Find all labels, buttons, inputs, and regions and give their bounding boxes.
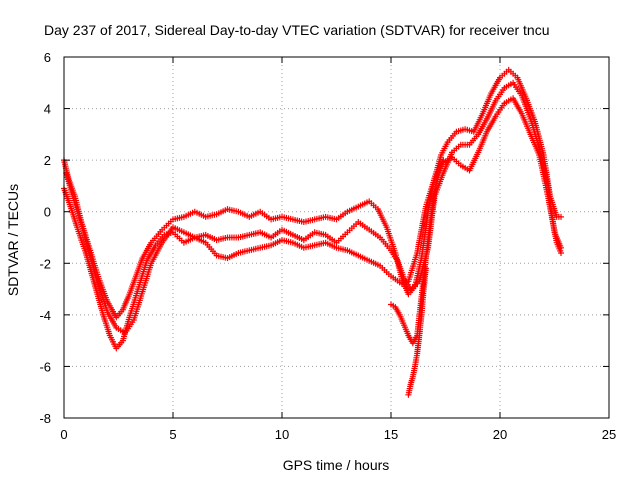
y-tick-label: -4 — [39, 308, 51, 323]
y-axis-label: SDTVAR / TECUs — [5, 184, 21, 296]
y-tick-label: 6 — [44, 50, 51, 65]
y-tick-label: 4 — [44, 102, 51, 117]
axis-ticks: 0 5 10 15 20 25 -8 -6 -4 -2 0 2 4 6 — [39, 50, 616, 442]
grid — [64, 57, 609, 418]
chart-title: Day 237 of 2017, Sidereal Day-to-day VTE… — [44, 22, 550, 38]
x-tick-label: 10 — [275, 427, 289, 442]
data-point-track-d — [440, 157, 447, 164]
y-tick-label: -2 — [39, 256, 51, 271]
x-tick-label: 0 — [60, 427, 67, 442]
y-tick-label: 2 — [44, 153, 51, 168]
data-point-track-a — [558, 213, 564, 220]
x-tick-label: 5 — [169, 427, 176, 442]
x-axis-label: GPS time / hours — [283, 457, 390, 473]
y-tick-label: 0 — [44, 205, 51, 220]
y-tick-label: -6 — [39, 359, 51, 374]
x-tick-label: 20 — [493, 427, 507, 442]
x-tick-label: 15 — [384, 427, 398, 442]
data-points — [61, 66, 564, 398]
plot-frame — [63, 56, 610, 419]
data-point-track-c — [558, 250, 564, 256]
x-tick-label: 25 — [602, 427, 616, 442]
data-point-dip — [422, 265, 429, 272]
y-tick-label: -8 — [39, 411, 51, 426]
